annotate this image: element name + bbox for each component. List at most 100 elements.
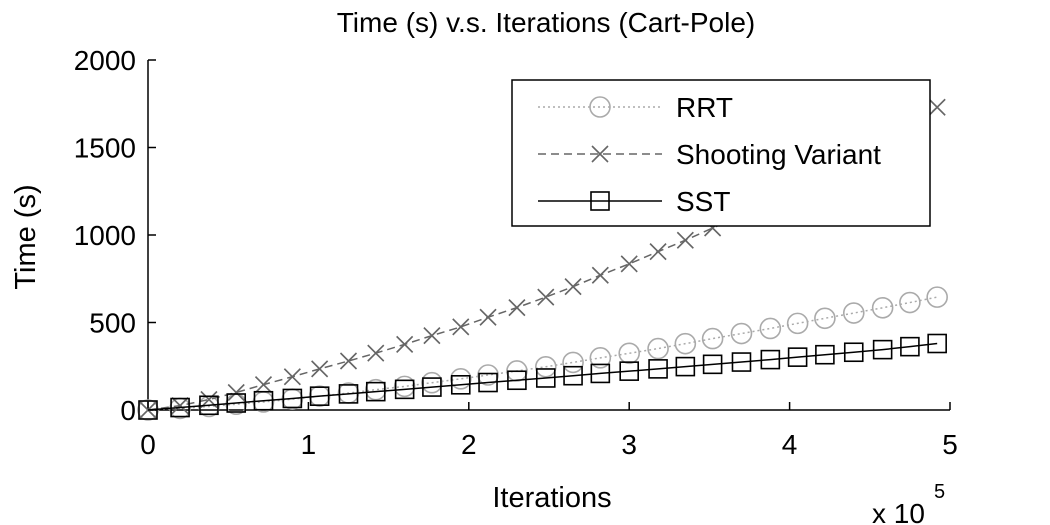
legend-label: Shooting Variant [676, 139, 881, 170]
data-point [311, 360, 329, 378]
data-point [364, 378, 387, 401]
y-tick-label: 1500 [74, 133, 136, 164]
data-point [676, 231, 694, 249]
data-point [562, 351, 584, 374]
data-point [449, 368, 472, 390]
x-multiplier-exponent: 5 [934, 481, 945, 503]
data-point [393, 375, 416, 398]
data-point [900, 336, 920, 357]
series-sst [138, 333, 947, 420]
data-point [649, 243, 667, 261]
data-point [814, 307, 836, 330]
legend: RRT Shooting Variant SST [511, 79, 931, 227]
data-point [171, 397, 189, 415]
data-point [422, 377, 442, 397]
series-rrt [137, 286, 948, 421]
data-point [450, 374, 471, 395]
data-point [815, 344, 835, 365]
data-point [674, 332, 697, 355]
data-point [564, 278, 582, 296]
data-point [871, 296, 894, 319]
ticks: 0 1 2 3 4 5 0 500 1000 1500 2000 [74, 45, 958, 460]
data-point [872, 339, 893, 360]
data-point [254, 376, 273, 394]
data-point [226, 393, 247, 413]
data-point [308, 385, 331, 407]
legend-marker [591, 145, 609, 163]
y-tick-label: 1000 [74, 220, 136, 251]
data-point [309, 386, 330, 406]
data-point [589, 347, 612, 369]
data-point [338, 384, 359, 404]
data-point [253, 390, 274, 411]
data-point [787, 347, 808, 367]
data-point [282, 388, 303, 409]
data-point [702, 354, 723, 375]
data-point [394, 379, 415, 400]
y-tick-label: 500 [89, 308, 136, 339]
x-tick-label: 2 [461, 429, 477, 460]
data-point [730, 322, 753, 345]
data-point [927, 333, 947, 354]
x-multiplier-label: x 10 [872, 498, 925, 525]
data-point [843, 342, 864, 363]
data-point [137, 399, 159, 421]
data-point [170, 397, 190, 418]
legend-entry: Shooting Variant [538, 139, 881, 170]
data-point [842, 302, 865, 324]
data-point [590, 363, 611, 384]
data-point [452, 318, 470, 336]
data-point [479, 308, 497, 326]
data-point [508, 299, 526, 317]
data-point [648, 359, 668, 379]
data-point [534, 355, 557, 378]
data-point [675, 356, 696, 377]
legend-marker [589, 96, 611, 118]
data-point [701, 327, 724, 350]
data-point [365, 381, 386, 402]
data-point [899, 291, 921, 314]
x-tick-label: 1 [301, 429, 317, 460]
data-point [786, 312, 809, 335]
data-point [926, 286, 948, 308]
legend-label: SST [676, 186, 730, 217]
data-point [421, 371, 443, 394]
x-tick-label: 0 [140, 429, 156, 460]
data-point [619, 361, 640, 381]
data-point [507, 370, 527, 391]
data-point [283, 368, 301, 386]
data-point [647, 337, 669, 360]
data-point [138, 400, 158, 420]
data-point [620, 255, 638, 273]
data-point [618, 342, 641, 365]
data-point [199, 395, 219, 416]
x-tick-label: 4 [782, 429, 798, 460]
data-point [928, 98, 946, 116]
legend-marker [590, 191, 610, 211]
data-point [367, 344, 385, 362]
y-axis-label: Time (s) [10, 184, 42, 289]
data-point [396, 335, 414, 353]
x-tick-label: 3 [621, 429, 637, 460]
legend-entry: RRT [538, 92, 733, 123]
data-point [731, 352, 752, 372]
data-point [537, 288, 555, 306]
data-point [477, 364, 499, 386]
y-tick-label: 2000 [74, 45, 136, 76]
legend-entry: SST [538, 186, 730, 217]
data-point [563, 365, 583, 386]
data-point [591, 266, 609, 284]
x-axis-label: Iterations [492, 482, 611, 514]
legend-box [511, 79, 931, 227]
chart-title: Time (s) v.s. Iterations (Cart-Pole) [337, 7, 756, 38]
data-point [227, 383, 245, 402]
data-point [760, 349, 781, 370]
y-tick-label: 0 [120, 395, 136, 426]
data-point [339, 352, 358, 370]
data-point [423, 327, 441, 345]
data-point [535, 368, 556, 388]
legend-label: RRT [676, 92, 733, 123]
data-point [759, 317, 782, 340]
data-point [478, 372, 498, 393]
